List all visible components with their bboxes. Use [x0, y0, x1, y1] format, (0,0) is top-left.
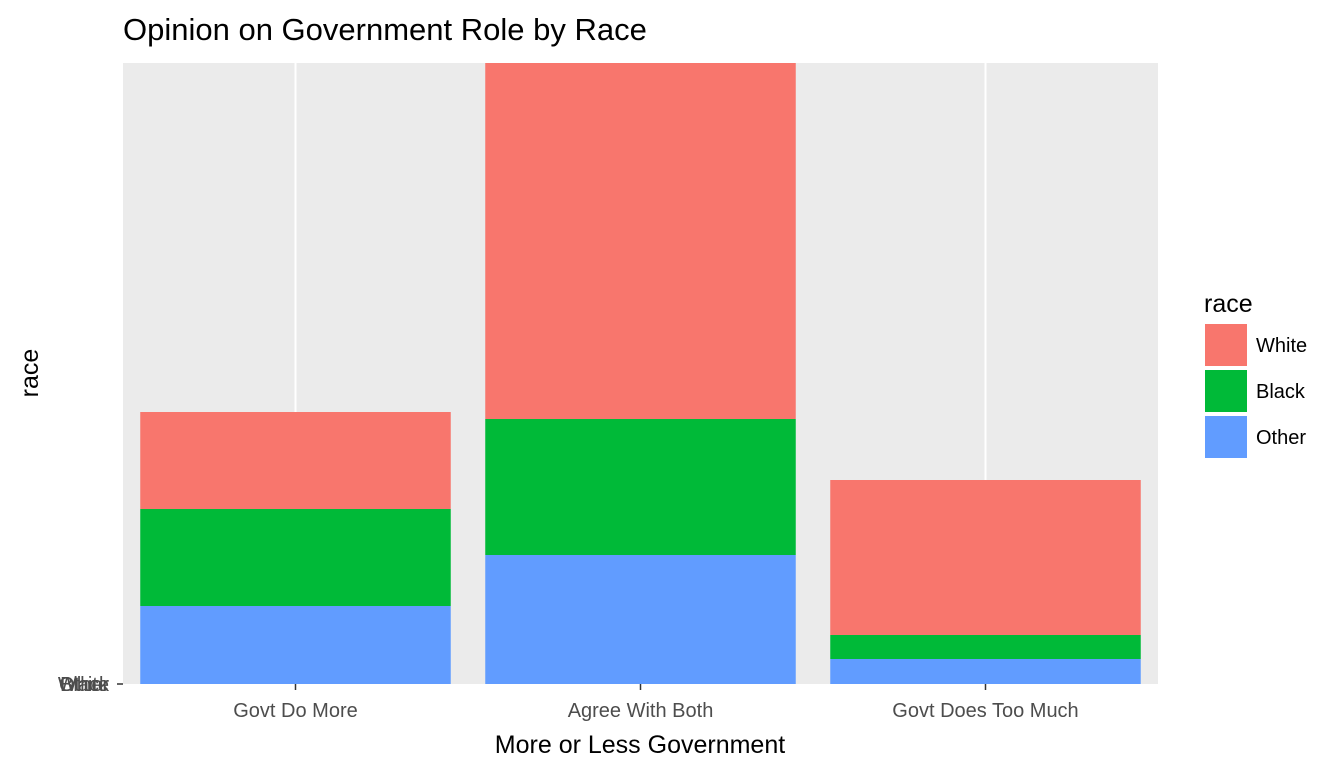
bar-other-0 [140, 606, 451, 684]
bars [140, 63, 1141, 684]
x-axis-ticks: Govt Do More Agree With Both Govt Does Too… [233, 684, 1079, 722]
legend-label-black: Black [1256, 381, 1306, 403]
legend-key-other [1205, 416, 1247, 458]
bar-white-0 [140, 412, 451, 509]
legend-key-white [1205, 324, 1247, 366]
bar-other-2 [830, 659, 1141, 684]
legend-label-white: White [1256, 335, 1307, 357]
x-tick-label-1: Agree With Both [568, 700, 714, 722]
legend-label-other: Other [1256, 427, 1306, 449]
bar-black-2 [830, 635, 1141, 659]
x-tick-label-2: Govt Does Too Much [892, 700, 1078, 722]
legend-title: race [1204, 290, 1253, 318]
legend: race White Black Other [1204, 290, 1307, 458]
bar-white-1 [485, 63, 796, 419]
bar-black-0 [140, 509, 451, 606]
bar-other-1 [485, 555, 796, 684]
legend-key-black [1205, 370, 1247, 412]
bar-white-2 [830, 480, 1141, 635]
y-axis-title: race [16, 349, 44, 398]
y-tick-label-black: Black [60, 674, 110, 696]
bar-black-1 [485, 419, 796, 555]
x-axis-title: More or Less Government [495, 731, 785, 759]
chart-title: Opinion on Government Role by Race [123, 12, 647, 47]
y-tick-label-other: Other [59, 674, 109, 696]
y-tick-label-white: White [58, 674, 109, 696]
x-tick-label-0: Govt Do More [233, 700, 357, 722]
